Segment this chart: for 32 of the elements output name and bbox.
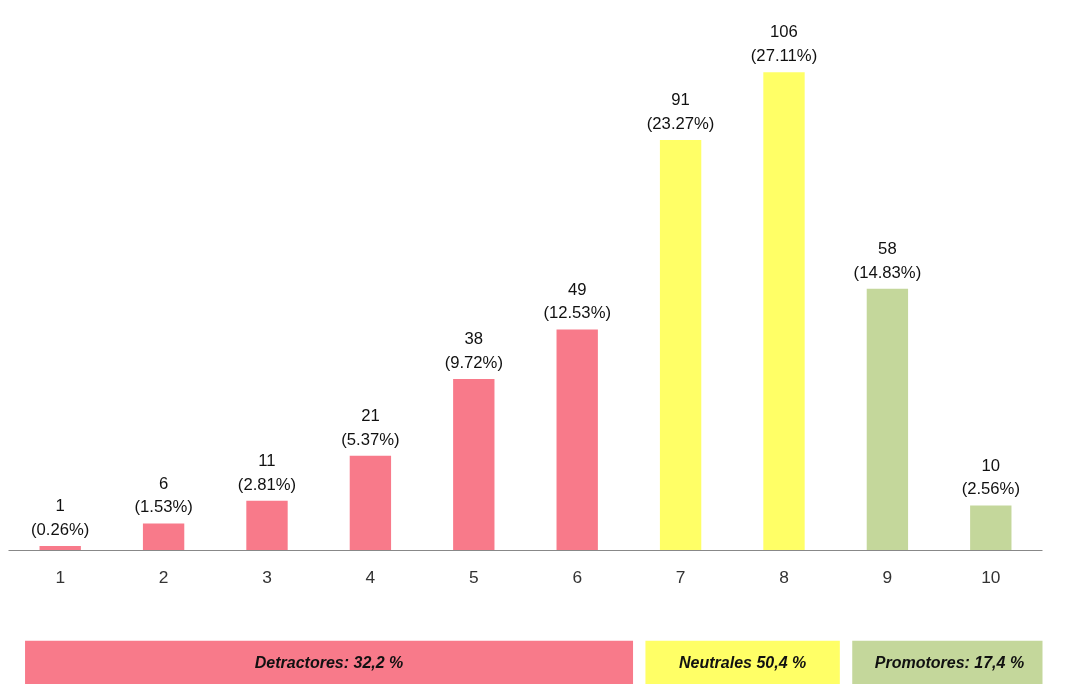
text: Detractores: 32,2 %: [254, 654, 404, 672]
data-label: 38 (9.72%): [444, 329, 503, 373]
data-label: 1 (0.26%): [31, 496, 90, 539]
x-tick-label: 4: [365, 566, 376, 587]
data-label: 106 (27.11%): [750, 22, 818, 66]
data-label: 49 (12.53%): [543, 279, 611, 323]
data-label: 6 (1.53%): [134, 473, 193, 517]
text: Promotores: 17,4 %: [874, 654, 1025, 672]
bar: [556, 329, 598, 551]
bar: [142, 523, 185, 551]
bar: [970, 505, 1012, 551]
x-tick-label: 8: [779, 566, 789, 587]
data-label: 91 (23.27%): [646, 90, 715, 133]
x-tick-label: 9: [882, 566, 893, 587]
x-tick-label: 5: [468, 566, 479, 587]
bar: [763, 72, 805, 551]
data-label: 10 (2.56%): [961, 455, 1020, 499]
bar: [349, 455, 392, 551]
x-tick-label: 10: [981, 566, 1001, 587]
x-tick-label: 6: [572, 566, 583, 587]
bar: [453, 379, 495, 551]
bar: [659, 139, 702, 551]
text: Neutrales 50,4 %: [679, 654, 807, 672]
x-tick-label: 1: [55, 566, 66, 587]
x-tick-label: 7: [675, 566, 686, 587]
data-label: 21 (5.37%): [341, 406, 400, 449]
bar: [866, 288, 909, 551]
x-tick-label: 2: [158, 566, 169, 587]
data-label: 58 (14.83%): [853, 239, 922, 282]
data-label: 11 (2.81%): [237, 451, 297, 494]
x-tick-label: 3: [262, 566, 272, 587]
bar: [246, 500, 288, 551]
